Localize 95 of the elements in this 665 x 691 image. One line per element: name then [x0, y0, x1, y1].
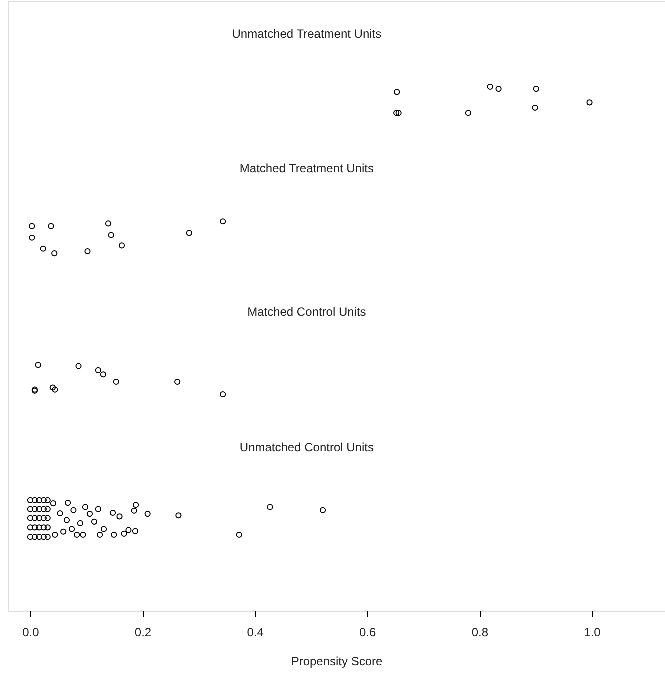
- point: [465, 110, 472, 116]
- point: [236, 532, 242, 538]
- point: [116, 514, 123, 520]
- point: [111, 532, 118, 538]
- point: [36, 524, 42, 531]
- point: [77, 520, 84, 527]
- point: [36, 497, 42, 504]
- point: [68, 526, 76, 532]
- point: [27, 524, 34, 531]
- point: [44, 534, 51, 540]
- point: [131, 508, 138, 514]
- point: [44, 515, 51, 522]
- point: [132, 502, 140, 508]
- x-tick-label: 0.0: [22, 626, 40, 640]
- point: [29, 234, 36, 241]
- point: [48, 223, 54, 230]
- point: [113, 378, 120, 386]
- point: [533, 86, 540, 92]
- point: [82, 504, 89, 510]
- point: [57, 510, 64, 517]
- point: [126, 527, 132, 534]
- annotation: Matched Control Units: [248, 305, 366, 320]
- point: [74, 532, 80, 538]
- point: [95, 506, 102, 512]
- point: [100, 372, 107, 378]
- point: [50, 500, 57, 507]
- point: [52, 532, 58, 538]
- point: [132, 528, 139, 534]
- point: [91, 518, 98, 525]
- point: [95, 367, 102, 374]
- point: [36, 534, 42, 540]
- point: [32, 524, 38, 531]
- x-axis-title: Propensity Score: [291, 654, 384, 668]
- point: [220, 218, 226, 225]
- point: [394, 110, 400, 116]
- point: [27, 515, 34, 522]
- point: [186, 230, 192, 236]
- point: [40, 506, 47, 512]
- point: [27, 534, 34, 540]
- point: [65, 500, 72, 506]
- point: [84, 248, 91, 255]
- annotation: Matched Treatment Units: [240, 162, 374, 176]
- point: [174, 378, 181, 386]
- point: [532, 104, 538, 111]
- point: [110, 510, 116, 516]
- point: [35, 362, 42, 368]
- point: [40, 515, 47, 522]
- point: [40, 497, 47, 504]
- point: [394, 89, 400, 96]
- annotation: Unmatched Control Units: [240, 440, 374, 454]
- point: [36, 515, 42, 522]
- point: [100, 526, 108, 532]
- point: [267, 504, 274, 510]
- point: [27, 497, 34, 504]
- point: [70, 507, 77, 514]
- point: [86, 511, 94, 518]
- text: Unmatched Treatment Units: [232, 26, 382, 41]
- point: [40, 246, 46, 252]
- point: [108, 232, 114, 238]
- point: [64, 517, 70, 524]
- point: [50, 384, 56, 391]
- point: [32, 515, 38, 522]
- point: [487, 84, 494, 90]
- point: [32, 497, 38, 504]
- point: [52, 386, 58, 393]
- x-tick-label: 0.8: [472, 626, 489, 640]
- point: [320, 507, 326, 514]
- x-tick-label: 0.6: [360, 626, 377, 640]
- point: [80, 532, 86, 538]
- x-tick-label: 0.2: [134, 626, 152, 640]
- point: [76, 363, 82, 370]
- x-tick-label: 0.4: [247, 626, 264, 640]
- point: [220, 392, 226, 398]
- point: [176, 512, 182, 519]
- point: [60, 528, 67, 535]
- point: [52, 250, 58, 257]
- x-tick-label: 1.0: [584, 626, 602, 640]
- point: [121, 530, 128, 538]
- point: [32, 506, 38, 512]
- point: [586, 100, 593, 106]
- point: [44, 497, 51, 504]
- point: [496, 86, 502, 92]
- point: [27, 506, 34, 512]
- point: [40, 534, 47, 540]
- point: [29, 223, 36, 230]
- point: [118, 242, 126, 249]
- point: [144, 511, 151, 518]
- point: [32, 534, 38, 540]
- point: [40, 524, 47, 531]
- point: [36, 506, 42, 512]
- point: [44, 524, 51, 531]
- point: [396, 110, 402, 116]
- point: [97, 532, 104, 538]
- point: [105, 220, 112, 227]
- point: [44, 506, 51, 512]
